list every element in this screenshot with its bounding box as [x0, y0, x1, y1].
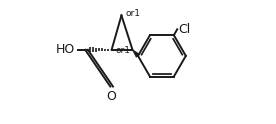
Text: HO: HO [56, 43, 75, 56]
Text: O: O [107, 90, 116, 103]
Text: or1: or1 [116, 46, 131, 55]
Text: Cl: Cl [178, 23, 190, 36]
Polygon shape [132, 49, 140, 58]
Text: or1: or1 [126, 9, 141, 18]
